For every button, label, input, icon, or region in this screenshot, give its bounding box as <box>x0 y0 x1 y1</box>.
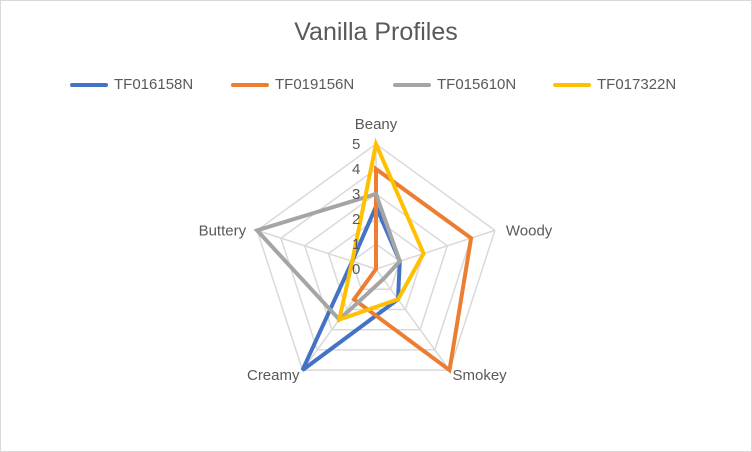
series-line-1 <box>300 201 402 372</box>
radial-tick-label-2: 2 <box>352 211 360 228</box>
grid-spoke-5 <box>256 229 377 270</box>
legend-label-3: TF015610N <box>437 76 517 93</box>
series-line-2 <box>351 165 474 374</box>
chart-title: Vanilla Profiles <box>294 18 458 46</box>
legend-label-1: TF016158N <box>114 76 194 93</box>
radial-tick-label-1: 1 <box>352 236 360 253</box>
legend-label-4: TF017322N <box>597 76 677 93</box>
radial-tick-label-0: 0 <box>352 261 360 278</box>
axis-label-woody: Woody <box>506 222 553 239</box>
series-line-4 <box>336 137 426 323</box>
legend-swatch-2 <box>231 83 269 87</box>
axis-label-beany: Beany <box>355 116 398 133</box>
legend-swatch-4 <box>553 83 591 87</box>
radial-tick-label-3: 3 <box>352 186 360 203</box>
legend-swatch-1 <box>70 83 108 87</box>
grid-ring-5 <box>256 143 496 371</box>
radar-grid <box>256 143 496 371</box>
radar-series <box>253 137 474 374</box>
axis-label-smokey: Smokey <box>453 367 508 384</box>
axis-label-creamy: Creamy <box>247 367 300 384</box>
grid-ring-2 <box>327 218 425 311</box>
grid-ring-1 <box>351 243 401 290</box>
grid-ring-3 <box>303 193 449 331</box>
radial-tick-label-5: 5 <box>352 136 360 153</box>
radial-tick-label-4: 4 <box>352 161 360 178</box>
legend-label-2: TF019156N <box>275 76 355 93</box>
legend-swatch-3 <box>393 83 431 87</box>
radar-labels: 0 1 2 3 4 5 Beany Woody Smokey Creamy Buttery <box>199 116 553 384</box>
axis-label-buttery: Buttery <box>199 222 247 239</box>
grid-spoke-3 <box>375 268 451 371</box>
series-line-3 <box>253 191 403 323</box>
chart-legend: TF016158N TF019156N TF015610N TF017322N <box>0 74 752 96</box>
grid-spoke-2 <box>375 229 496 270</box>
